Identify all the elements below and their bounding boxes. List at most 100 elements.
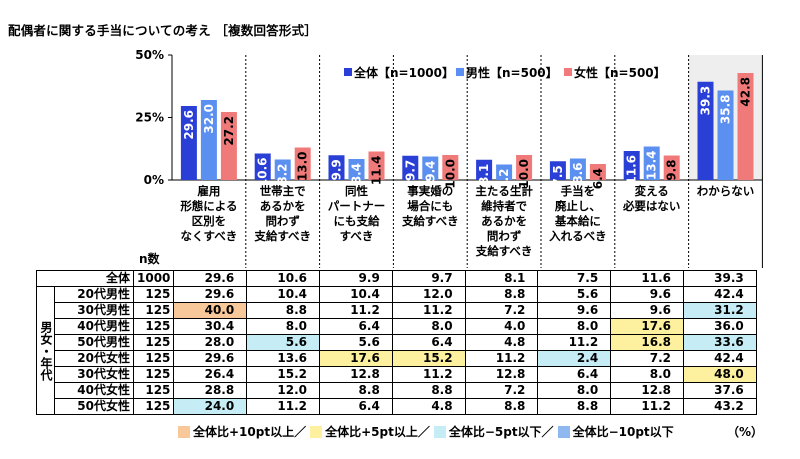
table-cell: 10.4 xyxy=(246,286,320,303)
table-cell: 11.2 xyxy=(246,398,320,415)
row-n: 125 xyxy=(132,334,175,351)
category-label: 手当を 廃止し、 基本給に 入れるべき xyxy=(549,184,607,243)
legend-swatch xyxy=(456,68,464,76)
table-cell: 11.2 xyxy=(391,366,466,383)
table-cell: 28.8 xyxy=(173,382,248,399)
table-cell: 43.2 xyxy=(682,398,757,415)
footnote-legend: 全体比+10pt以上／ 全体比+5pt以上／ 全体比−5pt以下／ 全体比−10pt以… xyxy=(178,423,678,440)
row-n: 125 xyxy=(132,318,175,335)
table-row: 20代女性 125 29.6 13.6 17.6 15.2 11.2 2.4 7.2 42.4 xyxy=(37,350,757,367)
row-n: 125 xyxy=(132,398,175,415)
row-n: 125 xyxy=(132,382,175,399)
bar-value-label: 9.9 xyxy=(330,159,344,180)
table-cell: 36.0 xyxy=(682,318,757,335)
data-table: 全体 1000 29.6 10.6 9.9 9.7 8.1 7.5 11.6 39.3 男女・年代 2… xyxy=(36,270,757,415)
table-cell: 7.2 xyxy=(610,350,684,367)
table-cell: 11.2 xyxy=(537,334,612,351)
table-cell: 8.8 xyxy=(464,398,539,415)
table-cell: 8.0 xyxy=(391,318,466,335)
bar-value-label: 9.8 xyxy=(665,160,679,181)
row-label: 50代女性 xyxy=(53,398,135,415)
table-cell: 8.8 xyxy=(319,382,393,399)
table-cell: 11.2 xyxy=(319,302,393,319)
row-n: 125 xyxy=(132,302,175,319)
bar-value-label: 10.6 xyxy=(256,158,270,188)
table-cell: 6.4 xyxy=(319,318,393,335)
y-tick-label: 50% xyxy=(135,48,164,62)
table-cell: 15.2 xyxy=(246,366,320,383)
bar xyxy=(254,153,271,180)
legend-swatch xyxy=(344,68,352,76)
bar xyxy=(697,81,714,180)
table-cell: 11.2 xyxy=(610,398,684,415)
table-row: 男女・年代 20代男性 125 29.6 10.4 10.4 12.0 8.8 5.6 9.6 42… xyxy=(36,286,757,415)
footnote-text: 全体比+10pt以上／ xyxy=(193,425,307,439)
table-cell: 9.6 xyxy=(610,302,684,319)
table-cell: 6.4 xyxy=(319,398,393,415)
table-cell: 33.6 xyxy=(682,334,757,351)
bar-value-label: 32.0 xyxy=(202,104,216,134)
table-cell: 4.0 xyxy=(464,318,539,335)
table-cell: 9.7 xyxy=(391,270,466,287)
bar-value-label: 6.2 xyxy=(497,168,511,189)
table-cell: 12.8 xyxy=(319,366,393,383)
table-cell: 8.8 xyxy=(464,286,539,303)
bar-value-label: 10.0 xyxy=(517,159,531,189)
row-label: 50代男性 xyxy=(53,334,135,351)
bar xyxy=(643,146,660,180)
table-cell: 17.6 xyxy=(610,318,684,335)
category-label: 主たる生計 維持者で あるかを 問わず 支給すべき xyxy=(475,184,533,258)
table-cell: 39.3 xyxy=(682,270,757,287)
table-cell: 8.8 xyxy=(537,398,612,415)
table-cell: 7.5 xyxy=(537,270,612,287)
table-cell: 11.6 xyxy=(610,270,684,287)
legend-label: 全体【n=1000】 xyxy=(353,65,454,80)
table-cell: 2.4 xyxy=(537,350,612,367)
table-cell: 48.0 xyxy=(682,366,757,383)
bar xyxy=(516,155,533,180)
bar xyxy=(496,164,513,180)
legend-swatch xyxy=(564,68,572,76)
row-label: 40代女性 xyxy=(53,382,135,399)
footnote-text: 全体比−10pt以下 xyxy=(572,425,674,439)
table-cell: 4.8 xyxy=(464,334,539,351)
table-cell: 8.0 xyxy=(610,366,684,383)
bar-value-label: 8.2 xyxy=(276,164,290,185)
bar xyxy=(220,112,237,180)
row-n: 125 xyxy=(132,286,175,303)
table-cell: 9.6 xyxy=(537,302,612,319)
table-cell: 29.6 xyxy=(173,286,248,303)
category-label: 雇用 形態による 区別を なくすべき xyxy=(180,184,238,243)
bar-value-label: 7.5 xyxy=(551,165,565,186)
footnote-swatch xyxy=(310,425,323,438)
bar-value-label: 35.8 xyxy=(719,95,733,125)
row-label: 30代女性 xyxy=(53,366,135,383)
table-cell: 8.1 xyxy=(464,270,539,287)
bar xyxy=(348,159,365,180)
row-label: 30代男性 xyxy=(53,302,135,319)
bar xyxy=(294,147,311,180)
category-label: 事実婚の 場合にも 支給すべき xyxy=(401,184,459,228)
bar xyxy=(274,159,291,180)
table-cell: 5.6 xyxy=(537,286,612,303)
bar xyxy=(717,90,734,180)
table-row: 30代女性 125 26.4 15.2 12.8 11.2 12.8 6.4 8.0 48.0 xyxy=(37,366,757,383)
table-row: 50代男性 125 28.0 5.6 5.6 6.4 4.8 11.2 16.8 33.6 xyxy=(37,334,757,351)
bar xyxy=(368,151,385,180)
table-cell: 9.6 xyxy=(610,286,684,303)
row-label: 40代男性 xyxy=(53,318,135,335)
table-cell: 12.0 xyxy=(391,286,466,303)
bar-value-label: 29.6 xyxy=(182,110,196,140)
table-cell: 8.8 xyxy=(246,302,320,319)
table-cell: 13.6 xyxy=(246,350,320,367)
bar xyxy=(623,151,640,180)
row-label: 20代男性 xyxy=(53,286,135,303)
category-label: 同性 パートナー にも支給 すべき xyxy=(327,184,386,243)
y-tick-label: 25% xyxy=(135,111,164,125)
table-cell: 28.0 xyxy=(173,334,248,351)
table-cell: 8.0 xyxy=(246,318,320,335)
bar-value-label: 39.3 xyxy=(699,86,713,116)
table-cell: 11.2 xyxy=(391,302,466,319)
bar xyxy=(328,155,345,180)
